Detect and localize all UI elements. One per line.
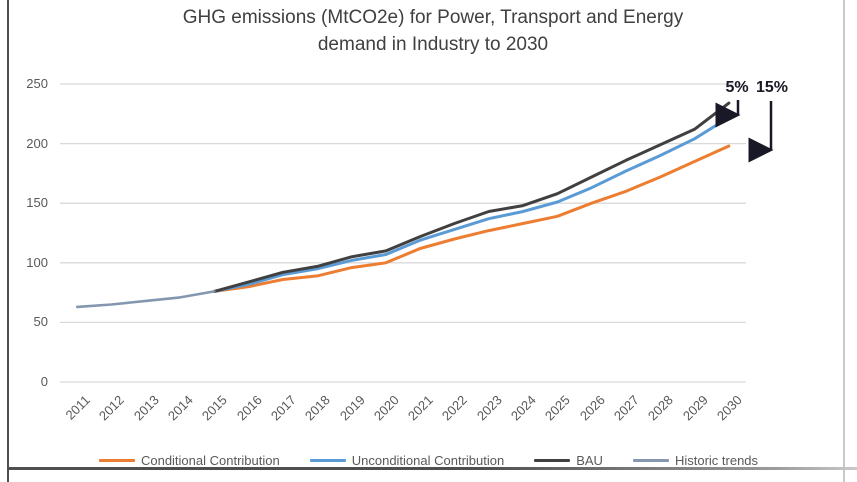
- gridlines: [60, 83, 746, 383]
- legend-swatch-bau: [534, 458, 571, 462]
- series-lines: [75, 101, 731, 309]
- legend-label-historic: Historic trends: [674, 452, 759, 468]
- series-line-unconditional-contribution: [212, 115, 731, 293]
- frame-left-border: [7, 0, 9, 482]
- series-line-bau: [212, 101, 731, 293]
- annotation-arrows: [715, 100, 774, 163]
- legend-item-historic-trends: Historic trends: [632, 452, 759, 468]
- legend-label-conditional: Conditional Contribution: [140, 452, 280, 468]
- series-line-conditional-contribution: [212, 144, 731, 293]
- legend-item-conditional-contribution: Conditional Contribution: [98, 452, 280, 468]
- legend-swatch-historic: [632, 458, 669, 462]
- legend-item-bau: BAU: [534, 453, 603, 468]
- series-line-historic-trends: [75, 290, 216, 309]
- annotation-5pct: 5%: [725, 79, 749, 96]
- chart-title: GHG emissions (MtCO2e) for Power, Transp…: [60, 4, 806, 58]
- y-tick-label-200: 200: [26, 135, 48, 151]
- y-tick-label-150: 150: [26, 195, 48, 211]
- y-tick-label-50: 50: [33, 314, 48, 330]
- frame-right-border: [843, 0, 845, 482]
- legend-label-bau: BAU: [576, 452, 603, 468]
- chart-title-line2: demand in Industry to 2030: [317, 34, 549, 55]
- legend-label-unconditional: Unconditional Contribution: [351, 452, 505, 468]
- legend-swatch-conditional: [98, 458, 135, 462]
- legend: Conditional Contribution Unconditional C…: [0, 449, 857, 471]
- frame-bottom-border: [7, 467, 857, 470]
- annotation-15pct: 15%: [755, 79, 789, 96]
- y-tick-label-100: 100: [26, 254, 48, 270]
- y-tick-label-0: 0: [40, 374, 48, 389]
- legend-item-unconditional-contribution: Unconditional Contribution: [309, 452, 505, 468]
- y-tick-label-250: 250: [26, 76, 48, 91]
- chart-title-line1: GHG emissions (MtCO2e) for Power, Transp…: [182, 7, 684, 28]
- legend-swatch-unconditional: [309, 458, 346, 462]
